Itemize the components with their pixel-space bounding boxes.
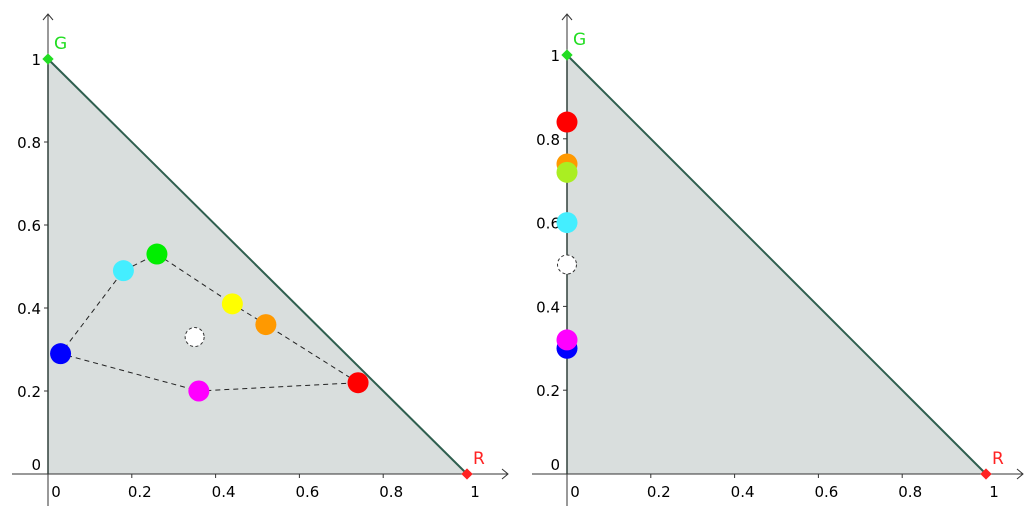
x-tick-label: 0.2 [128,483,152,501]
white-point-marker [557,254,577,275]
y-tick-label: 0 [550,456,560,474]
y-tick-label: 1 [31,51,41,69]
data-point [556,329,578,351]
vertex-label: G [573,30,586,50]
y-tick-label: 0.6 [17,217,41,235]
y-axis-arrow [561,13,573,21]
data-point [556,212,578,234]
x-axis-arrow [501,468,509,480]
y-tick-label: 0.4 [536,298,560,316]
x-tick-label: 0.4 [212,483,236,501]
x-tick-label: 0 [51,483,61,501]
data-point [221,293,243,315]
x-tick-label: 0.6 [814,483,838,501]
data-point [255,314,277,336]
x-tick-label: 0.8 [379,483,403,501]
vertex-label: G [54,34,67,54]
x-tick-label: 0.4 [731,483,755,501]
y-tick-label: 0.4 [17,300,41,318]
data-point [556,161,578,183]
triangle-hypotenuse [47,58,468,475]
vertex-marker [461,468,473,480]
data-point [50,343,72,365]
vertex-marker [561,49,573,61]
data-point [556,111,578,133]
vertex-label: R [473,449,485,469]
y-tick-label: 0 [31,456,41,474]
y-tick-label: 0.2 [536,382,560,400]
y-tick-label: 0.8 [536,131,560,149]
vertex-marker [980,468,992,480]
x-axis-arrow [1016,468,1024,480]
y-axis-arrow [42,13,54,21]
y-tick-label: 0.8 [17,134,41,152]
white-point-marker [184,327,205,348]
x-tick-label: 0.8 [898,483,922,501]
y-tick-label: 0.6 [536,215,560,233]
data-point [188,380,210,402]
x-tick-label: 0.2 [647,483,671,501]
x-tick-label: 1 [989,483,999,501]
x-tick-label: 0.6 [295,483,319,501]
x-tick-label: 1 [470,483,480,501]
data-point [146,243,168,265]
data-point [112,260,134,282]
vertex-marker [42,53,54,65]
x-tick-label: 0 [570,483,580,501]
data-point [347,372,369,394]
triangle-hypotenuse [566,54,987,475]
y-tick-label: 0.2 [17,383,41,401]
vertex-label: R [992,449,1004,469]
gamut-dashed-polygon [59,253,359,392]
y-tick-label: 1 [550,47,560,65]
